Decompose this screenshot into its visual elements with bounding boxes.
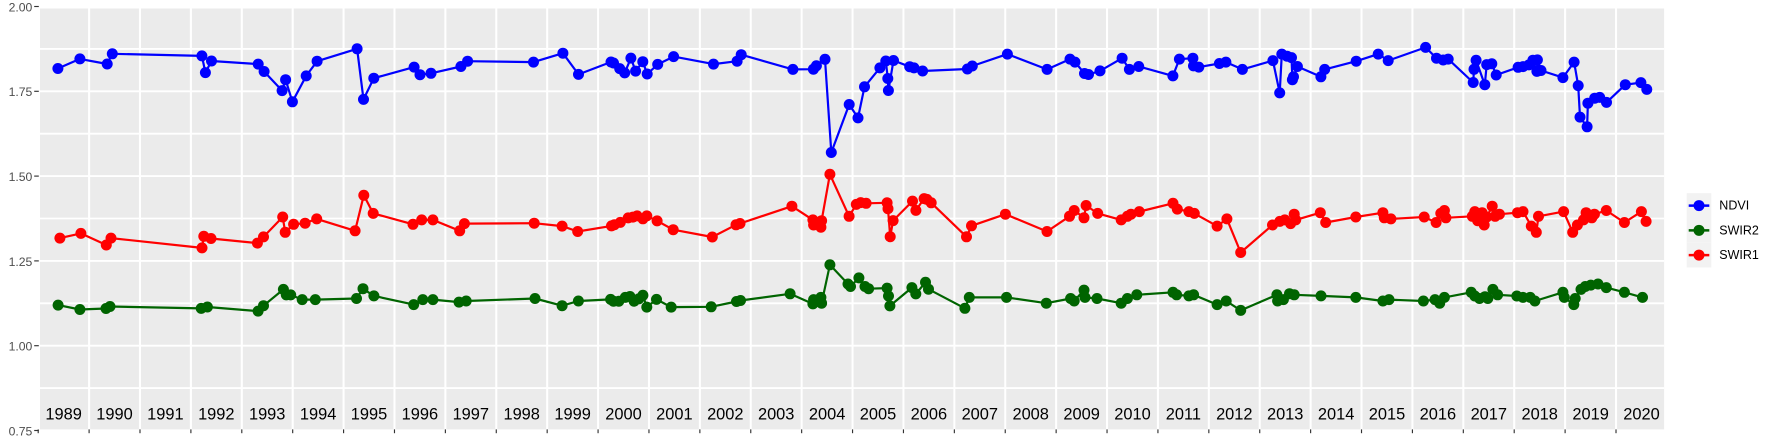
svg-text:0.75: 0.75 — [9, 424, 33, 438]
svg-text:1999: 1999 — [554, 405, 590, 423]
svg-text:2016: 2016 — [1420, 405, 1456, 423]
svg-text:2002: 2002 — [707, 405, 743, 423]
svg-text:2012: 2012 — [1216, 405, 1252, 423]
svg-text:2005: 2005 — [860, 405, 896, 423]
svg-text:2007: 2007 — [962, 405, 998, 423]
svg-text:1.25: 1.25 — [9, 255, 33, 269]
svg-text:1.50: 1.50 — [9, 170, 33, 184]
svg-text:2001: 2001 — [656, 405, 692, 423]
svg-text:2008: 2008 — [1012, 405, 1048, 423]
svg-text:2000: 2000 — [605, 405, 641, 423]
svg-text:2004: 2004 — [809, 405, 845, 423]
svg-text:2006: 2006 — [911, 405, 947, 423]
svg-text:2003: 2003 — [758, 405, 794, 423]
svg-text:1992: 1992 — [198, 405, 234, 423]
svg-text:1993: 1993 — [249, 405, 285, 423]
svg-text:1996: 1996 — [402, 405, 438, 423]
svg-text:1994: 1994 — [300, 405, 336, 423]
svg-text:SWIR1: SWIR1 — [1719, 248, 1759, 262]
svg-text:1997: 1997 — [453, 405, 489, 423]
svg-text:1989: 1989 — [45, 405, 81, 423]
svg-text:1.75: 1.75 — [9, 85, 33, 99]
svg-text:SWIR2: SWIR2 — [1719, 223, 1759, 237]
svg-text:2013: 2013 — [1267, 405, 1303, 423]
svg-text:2014: 2014 — [1318, 405, 1354, 423]
svg-text:1998: 1998 — [503, 405, 539, 423]
svg-text:2010: 2010 — [1114, 405, 1150, 423]
svg-text:2020: 2020 — [1623, 405, 1659, 423]
svg-text:2019: 2019 — [1572, 405, 1608, 423]
svg-text:2011: 2011 — [1166, 405, 1201, 423]
svg-text:1990: 1990 — [96, 405, 132, 423]
svg-text:2015: 2015 — [1369, 405, 1405, 423]
svg-text:1991: 1991 — [147, 405, 183, 423]
svg-text:1.00: 1.00 — [9, 340, 33, 354]
svg-text:2.00: 2.00 — [9, 0, 33, 14]
svg-text:1995: 1995 — [351, 405, 387, 423]
svg-text:2017: 2017 — [1471, 405, 1507, 423]
svg-text:2018: 2018 — [1521, 405, 1557, 423]
svg-text:NDVI: NDVI — [1719, 199, 1749, 213]
svg-text:2009: 2009 — [1063, 405, 1099, 423]
